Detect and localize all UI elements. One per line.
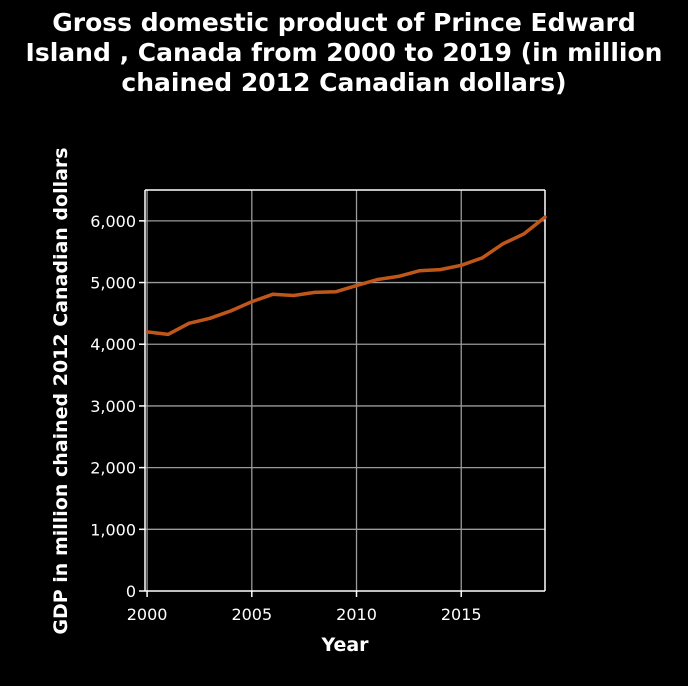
data-point-0-9 — [333, 290, 338, 294]
data-point-0-12 — [396, 274, 401, 278]
x-tick-label-1: 2005 — [231, 605, 272, 624]
data-point-0-15 — [459, 263, 463, 267]
data-point-0-5 — [250, 300, 254, 304]
data-point-0-4 — [229, 309, 233, 313]
data-point-0-8 — [313, 290, 317, 295]
chart-title-line-2: Island , Canada from 2000 to 2019 (in mi… — [26, 38, 663, 67]
data-point-0-7 — [292, 293, 296, 298]
data-point-0-1 — [166, 332, 170, 336]
data-point-0-6 — [271, 292, 275, 296]
y-axis-ticks: 0 1,000 2,000 3,000 4,000 5,000 6,000 — [90, 212, 145, 601]
data-point-0-19 — [543, 215, 547, 219]
data-point-0-13 — [417, 269, 421, 273]
y-tick-label-2: 2,000 — [90, 459, 136, 478]
data-point-0-16 — [480, 256, 484, 260]
x-tick-label-2: 2010 — [336, 605, 377, 624]
x-tick-label-3: 2015 — [441, 605, 482, 624]
data-point-0-18 — [522, 232, 526, 236]
data-point-0-11 — [375, 277, 380, 282]
data-point-0-0 — [145, 330, 149, 334]
chart-title-line-1: Gross domestic product of Prince Edward — [52, 8, 635, 37]
chart-title-line-3: chained 2012 Canadian dollars) — [121, 68, 566, 97]
plot-area — [145, 190, 545, 591]
grid-lines — [145, 190, 545, 591]
axes — [144, 189, 546, 592]
y-tick-label-0: 0 — [126, 582, 136, 601]
x-tick-label-0: 2000 — [127, 605, 168, 624]
data-point-0-3 — [208, 316, 212, 320]
series-line-0 — [145, 215, 547, 337]
data-point-0-17 — [501, 242, 505, 246]
y-tick-label-6: 6,000 — [90, 212, 136, 231]
x-axis-label: Year — [320, 634, 369, 656]
y-tick-label-4: 4,000 — [90, 335, 136, 354]
data-point-0-10 — [354, 284, 359, 288]
data-point-0-14 — [438, 267, 442, 272]
y-axis-label: GDP in million chained 2012 Canadian dol… — [50, 147, 72, 634]
y-tick-label-1: 1,000 — [90, 520, 136, 539]
x-axis-ticks: 2000 2005 2010 2015 — [127, 591, 482, 624]
data-point-0-2 — [187, 321, 191, 325]
series-group — [145, 215, 547, 337]
y-tick-label-3: 3,000 — [90, 397, 136, 416]
chart-title: Gross domestic product of Prince Edward … — [26, 8, 663, 97]
y-tick-label-5: 5,000 — [90, 274, 136, 293]
